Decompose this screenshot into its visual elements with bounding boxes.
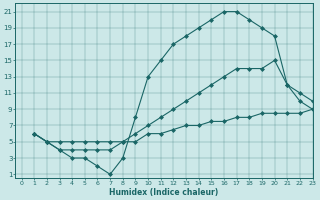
X-axis label: Humidex (Indice chaleur): Humidex (Indice chaleur) xyxy=(109,188,219,197)
